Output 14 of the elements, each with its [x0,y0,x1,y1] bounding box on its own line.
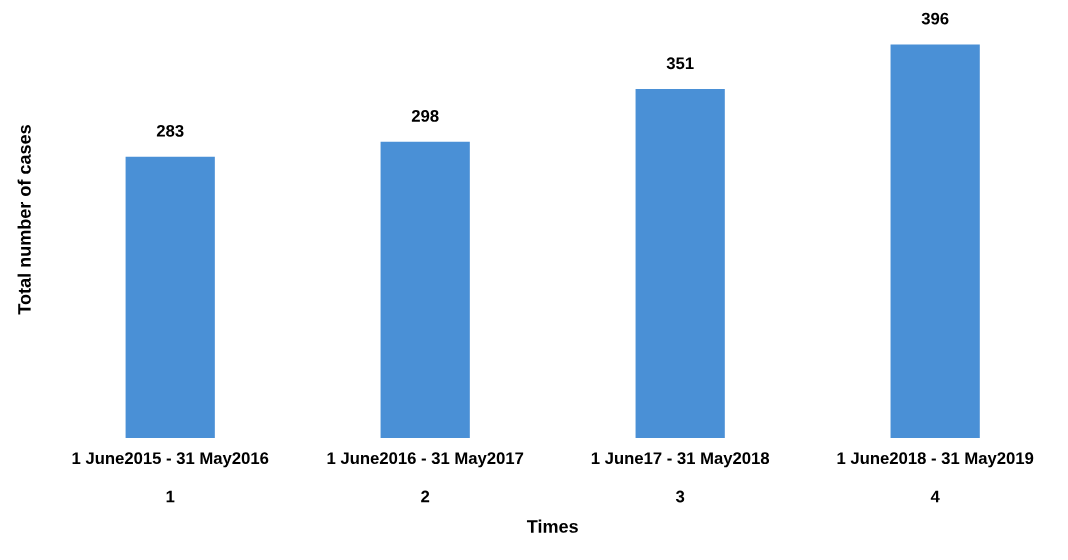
data-label: 396 [921,12,949,25]
category-label: 1 June2018 - 31 May2019 4 [837,452,1034,503]
bar [380,141,470,438]
bar [890,44,980,438]
data-label: 298 [411,110,439,122]
y-axis-title: Total number of cases [17,125,31,315]
category-label: 1 June17 - 31 May2018 3 [591,452,770,503]
data-label: 283 [156,124,184,137]
bar [125,156,215,438]
data-label: 351 [666,57,694,70]
category-label: 1 June2015 - 31 May2016 1 [72,452,269,503]
x-axis-title: Times [526,519,578,533]
category-label: 1 June2016 - 31 May2017 2 [327,452,524,503]
bar [635,89,725,438]
